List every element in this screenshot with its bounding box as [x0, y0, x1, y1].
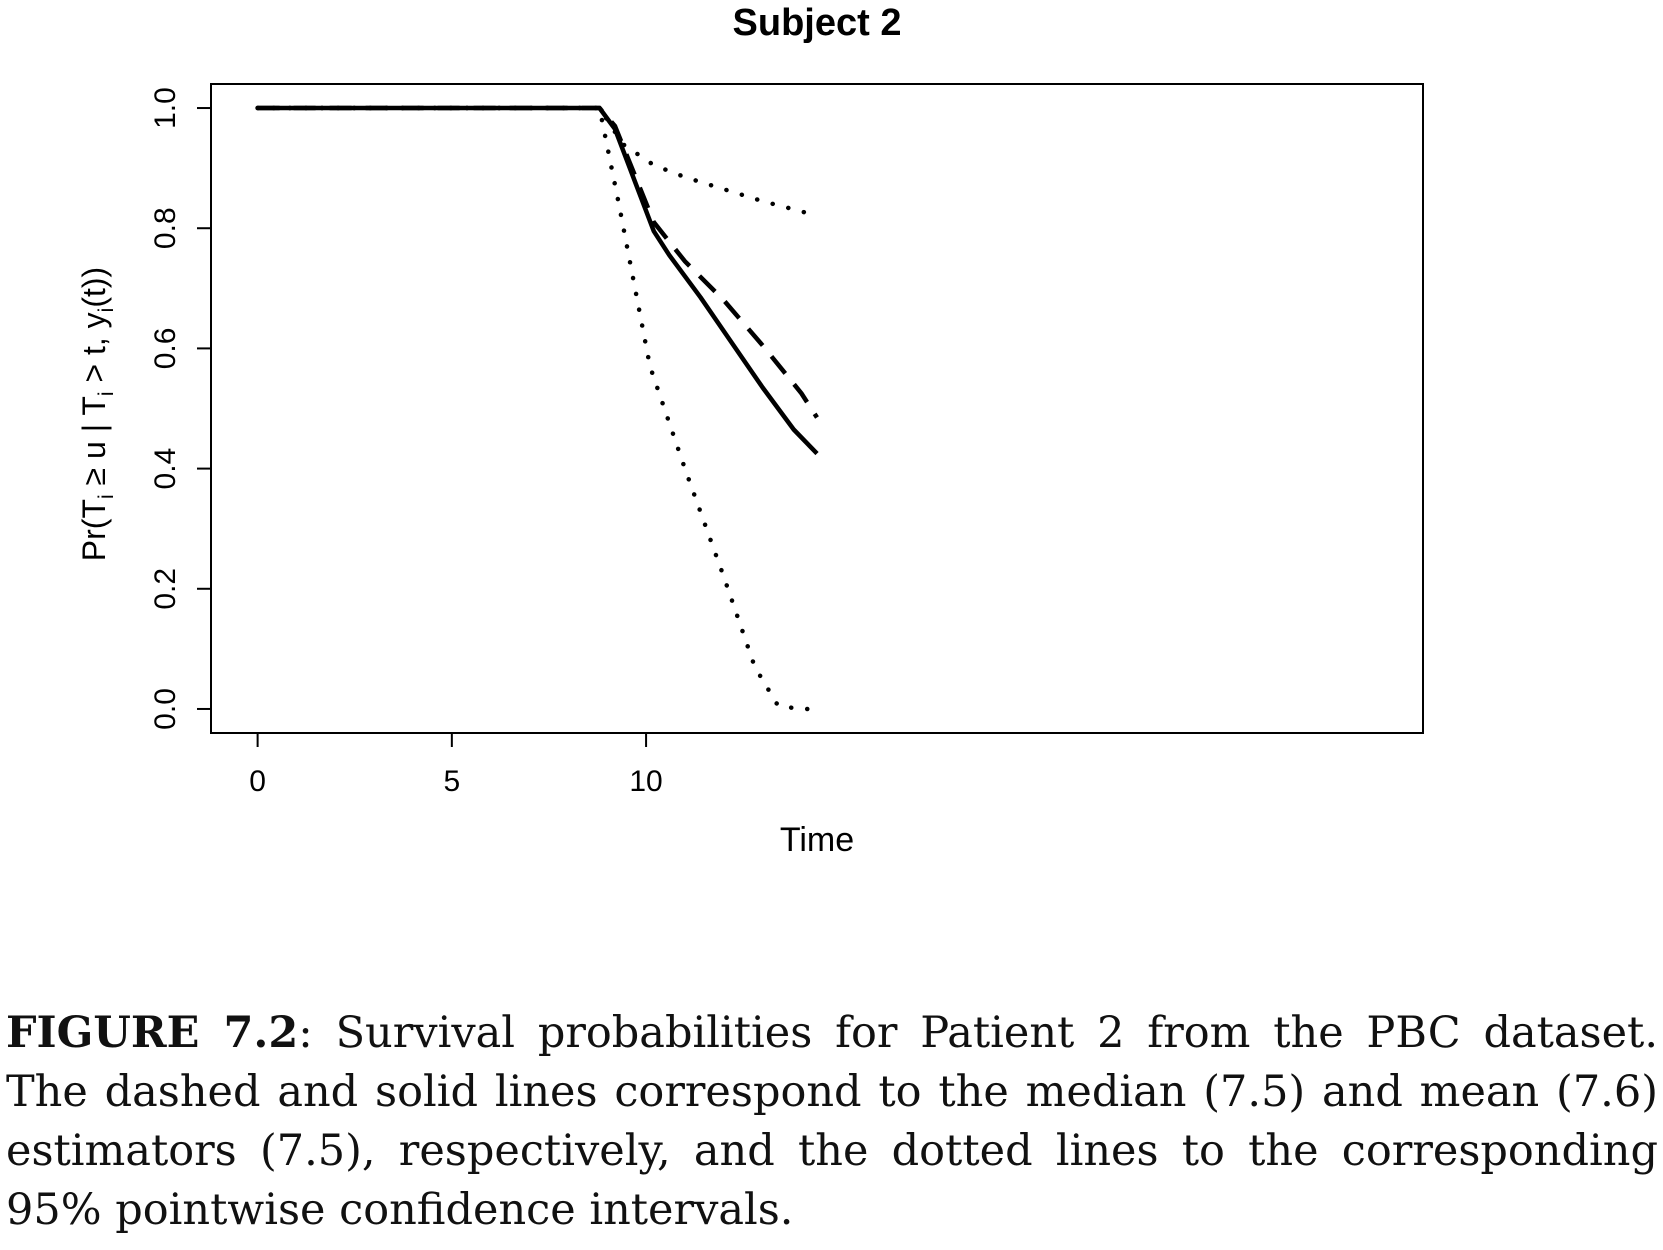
series-group [255, 105, 820, 712]
y-tick-label: 0.6 [149, 328, 182, 370]
plot-frame [210, 83, 1424, 734]
y-axis-label: Pr(Ti ≥ u | Ti > t, yi(t)) [76, 267, 118, 561]
x-axis: 0 5 10 [249, 732, 663, 798]
y-axis-label-sub-1: i [95, 494, 118, 499]
y-axis-label-sub-3: i [95, 308, 118, 313]
y-tick-label: 0.8 [149, 207, 182, 249]
chart-title: Subject 2 [733, 2, 902, 44]
caption-label: FIGURE 7.2 [6, 1008, 299, 1058]
x-tick-label: 10 [629, 765, 662, 798]
y-axis-label-prefix: Pr(T [76, 499, 112, 561]
series-line-dotted-3 [255, 105, 820, 219]
y-tick-label: 0.2 [149, 568, 182, 610]
y-tick-label: 0.4 [149, 448, 182, 490]
x-tick-label: 0 [249, 765, 266, 798]
y-axis: 0.0 0.2 0.4 0.6 0.8 1.0 [149, 87, 212, 730]
y-axis-label-ge: ≥ u | T [76, 396, 112, 494]
figure-caption: FIGURE 7.2: Survival probabilities for P… [6, 1004, 1658, 1240]
y-tick-label: 1.0 [149, 87, 182, 129]
caption-text: : Survival probabilities for Patient 2 f… [6, 1008, 1659, 1235]
x-axis-label: Time [780, 821, 854, 859]
y-axis-label-sub-2: i [95, 391, 118, 396]
y-tick-label: 0.0 [149, 688, 182, 730]
y-axis-label-close: (t)) [76, 267, 112, 308]
series-line-dashed-2 [257, 105, 819, 419]
y-axis-label-gt: > t, y [76, 312, 112, 391]
x-tick-label: 5 [444, 765, 461, 798]
survival-chart: Subject 2 0 5 10 0.0 0.2 0.4 0.6 0.8 1.0 Time P… [76, 2, 1424, 859]
series-line-dotted-4 [255, 105, 820, 712]
series-line-solid-1 [257, 105, 819, 456]
